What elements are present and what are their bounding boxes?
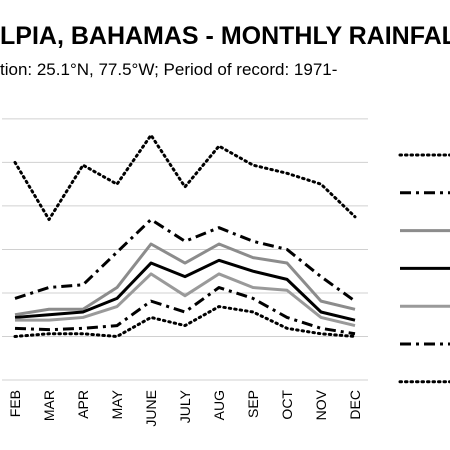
x-tick-label: NOV <box>313 389 329 420</box>
x-tick-label: DEC <box>347 390 363 420</box>
series-line-2 <box>14 218 356 303</box>
x-tick-label: SEP <box>245 390 261 418</box>
x-tick-label: OCT <box>279 390 295 420</box>
x-tick-label: MAY <box>109 389 125 419</box>
x-tick-label: JULY <box>177 389 193 423</box>
x-tick-label: MAR <box>41 390 57 421</box>
x-axis-tick-labels: FEB MAR APR MAY JUNE JULY AUG SEP OCT NOV DEC <box>7 389 363 426</box>
gridlines <box>2 118 368 381</box>
x-tick-label: AUG <box>211 390 227 420</box>
series-line-6 <box>14 286 356 336</box>
series-lines <box>13 133 357 338</box>
series-line-3 <box>14 242 356 317</box>
series-line-1 <box>13 133 357 222</box>
legend <box>398 153 450 384</box>
series-line-4 <box>14 258 356 322</box>
x-tick-label: JUNE <box>143 390 159 427</box>
chart-title: LPIA, BAHAMAS - MONTHLY RAINFALL <box>0 22 450 50</box>
x-tick-label: APR <box>75 390 91 419</box>
x-tick-label: FEB <box>7 390 23 417</box>
series-line-5 <box>15 272 356 328</box>
series-line-7 <box>13 305 357 338</box>
chart-subtitle: tion: 25.1°N, 77.5°W; Period of record: … <box>0 60 338 79</box>
